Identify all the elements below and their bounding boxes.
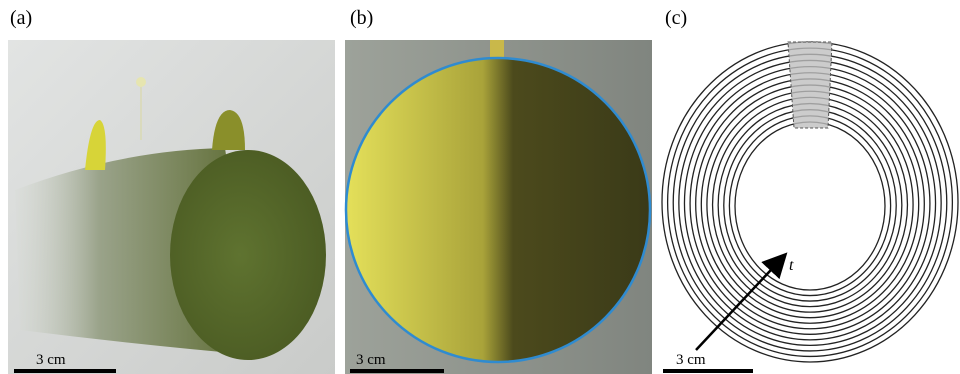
panel-a: (a) 3 cm <box>8 7 335 374</box>
cylinder-end <box>170 150 326 360</box>
panel-label: (c) <box>665 7 687 29</box>
contour-ring <box>718 104 902 307</box>
contour-ring <box>735 122 885 290</box>
contour-ring <box>713 97 908 312</box>
scale-label: 3 cm <box>36 352 66 368</box>
contour-ring <box>724 110 896 301</box>
contour-ring <box>729 116 890 296</box>
droplet <box>136 77 146 87</box>
nozzle-region <box>788 42 832 128</box>
scale-label: 3 cm <box>356 352 386 368</box>
panel-c: t (c) 3 cm <box>662 7 958 371</box>
figure: (a) 3 cm (b) 3 cm t (c) 3 cm <box>0 0 960 374</box>
panel-b: (b) 3 cm <box>345 7 652 374</box>
scale-label: 3 cm <box>676 352 706 368</box>
panel-label: (a) <box>10 7 32 29</box>
liquid-sheet <box>346 58 650 362</box>
panel-label: (b) <box>350 7 373 29</box>
arrow-label: t <box>789 257 794 274</box>
